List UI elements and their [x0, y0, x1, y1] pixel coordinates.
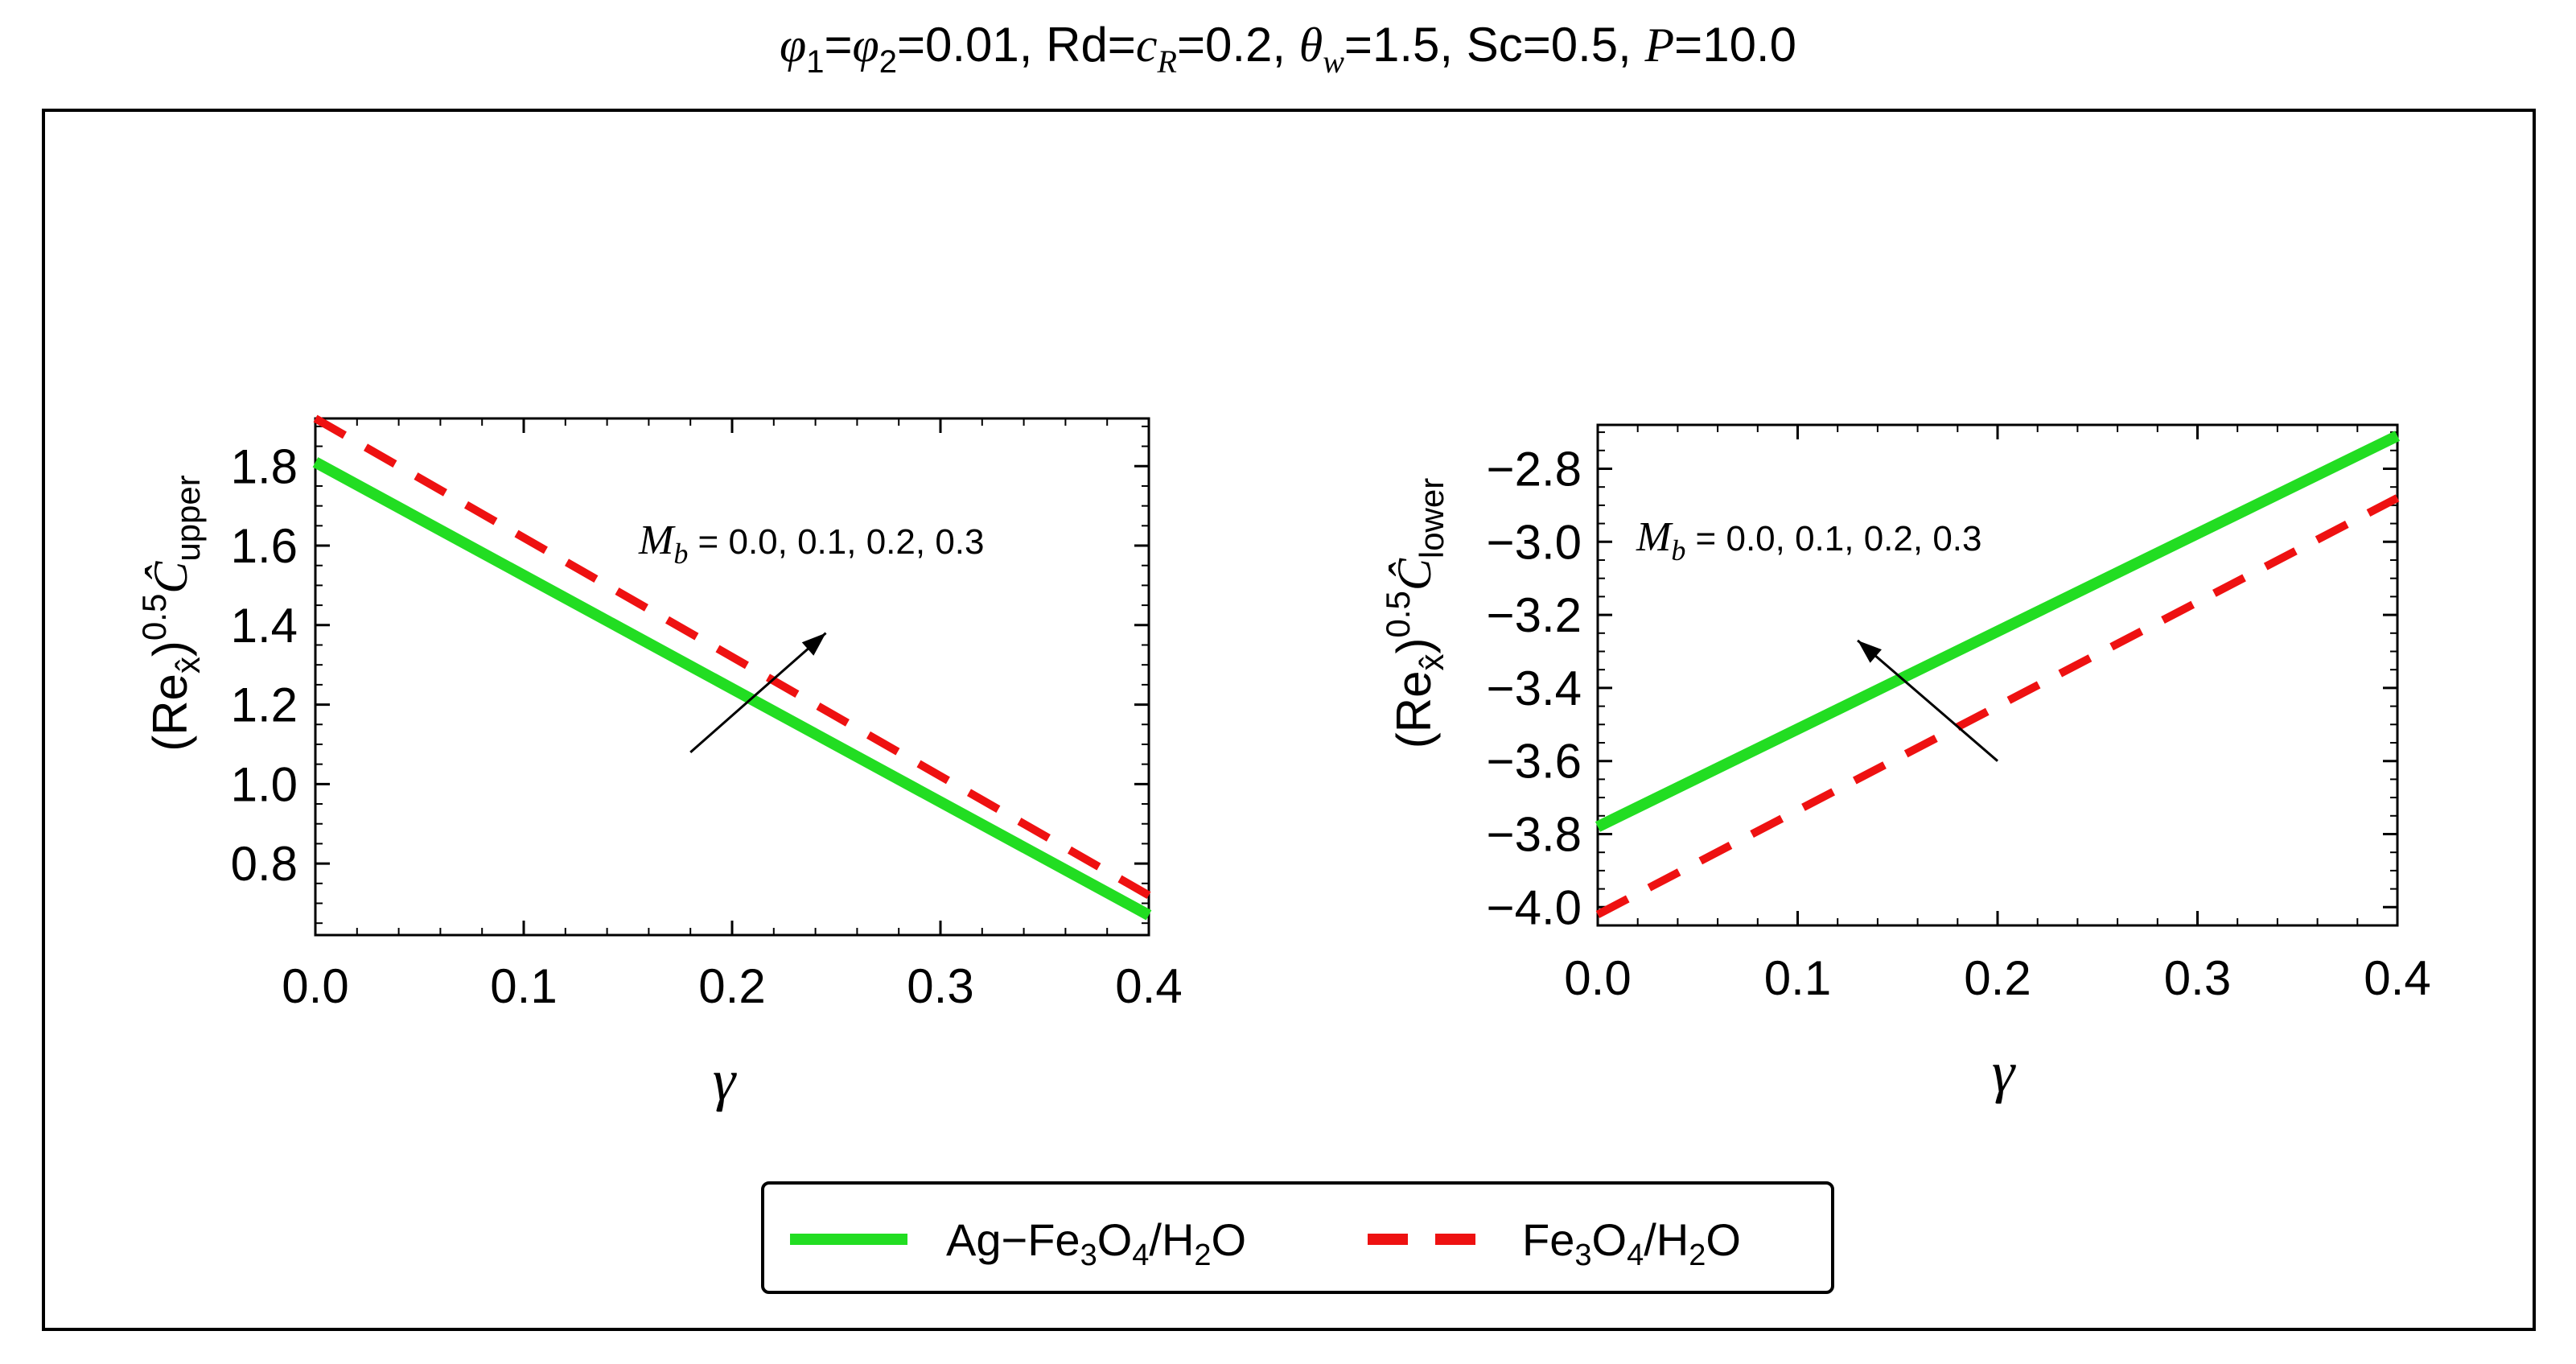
y-tick-label: 1.6: [231, 519, 298, 573]
y-tick-label: 1.4: [231, 599, 298, 653]
y-tick-label: −3.0: [1487, 515, 1582, 569]
series-line-fe3o4: [1595, 494, 2400, 918]
outer-frame: [42, 109, 2536, 1331]
x-tick-label: 0.2: [1964, 951, 2031, 1005]
series-line-ag-fe3o4: [1595, 431, 2401, 832]
plot-frame: [314, 417, 1150, 937]
chart-lower: 0.0 0.1 0.2 0.3 0.4 −4.0 −3.8 −3.6 −3.4 −3.2 −3.0 −…: [1487, 423, 2431, 1005]
annotation-lower: Mb = 0.0, 0.1, 0.2, 0.3: [1636, 514, 1981, 567]
y-tick-label: 1.2: [231, 678, 298, 732]
trend-arrow-shaft: [1857, 639, 1998, 762]
y-tick-label: 1.0: [231, 757, 298, 811]
series-line-fe3o4: [313, 414, 1151, 899]
x-tick-label: 0.3: [907, 959, 973, 1013]
y-tick-label: −3.6: [1487, 735, 1582, 789]
trend-arrow-head: [801, 633, 826, 656]
x-tick-label: 0.2: [698, 959, 765, 1013]
legend-label-fe: Fe3O4/H2O: [1522, 1214, 1741, 1272]
y-tick-label: 1.8: [231, 439, 298, 493]
y-tick-label: −4.0: [1487, 880, 1582, 934]
x-tick-label: 0.0: [1564, 951, 1631, 1005]
xlabel-upper: γ: [713, 1048, 737, 1112]
annotation-upper: Mb = 0.0, 0.1, 0.2, 0.3: [638, 517, 984, 570]
x-tick-label: 0.1: [1764, 951, 1831, 1005]
ylabel-lower: (Rex̂)0.5Ĉlower: [1379, 478, 1451, 748]
ylabel-upper: (Rex̂)0.5Ĉupper: [135, 475, 207, 752]
x-tick-label: 0.4: [2364, 951, 2430, 1005]
legend-box: [761, 1181, 1834, 1294]
xlabel-lower: γ: [1992, 1040, 2016, 1104]
x-tick-label: 0.4: [1115, 959, 1182, 1013]
legend: Ag−Fe3O4/H2O Fe3O4/H2O: [761, 1181, 1834, 1294]
x-tick-label: 0.0: [282, 959, 348, 1013]
x-tick-label: 0.1: [490, 959, 557, 1013]
y-tick-label: −3.2: [1487, 588, 1582, 642]
y-tick-label: 0.8: [231, 837, 298, 891]
figure-title: φ1=φ2=0.01, Rd=cR=0.2, θw=1.5, Sc=0.5, P…: [780, 18, 1796, 80]
x-tick-label: 0.3: [2164, 951, 2231, 1005]
y-tick-label: −3.8: [1487, 807, 1582, 861]
series-line-ag-fe3o4: [312, 457, 1152, 921]
trend-arrow-shaft: [689, 632, 827, 753]
y-tick-label: −3.4: [1487, 661, 1582, 715]
y-tick-label: −2.8: [1487, 442, 1582, 496]
chart-upper: 0.0 0.1 0.2 0.3 0.4 0.8 1.0 1.2 1.4 1.6 1.8: [231, 414, 1183, 1013]
trend-arrow-head: [1858, 640, 1882, 663]
legend-label-ag: Ag−Fe3O4/H2O: [946, 1214, 1246, 1272]
